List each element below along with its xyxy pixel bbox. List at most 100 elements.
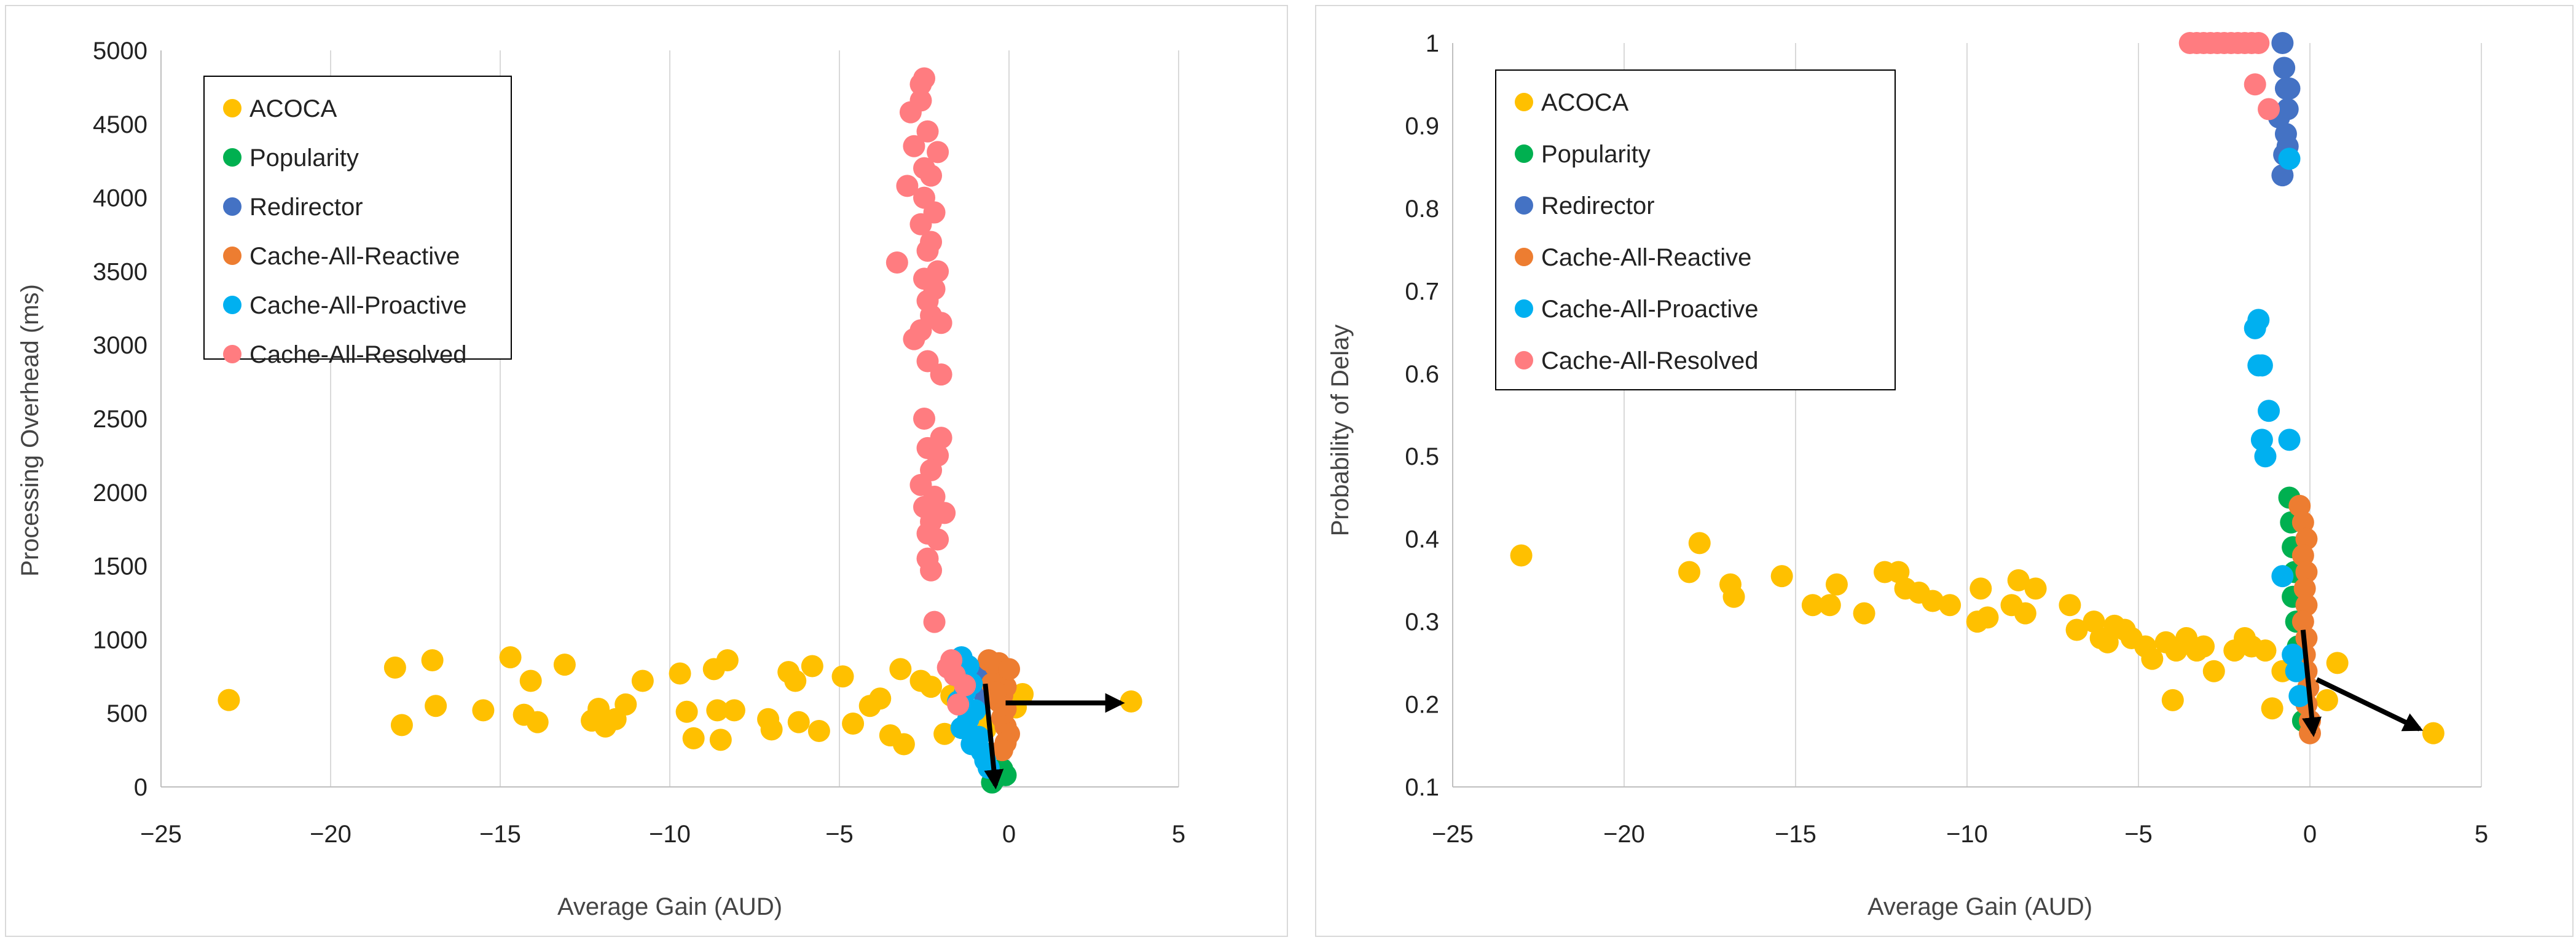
data-point [472,699,495,722]
y-tick-label: 1500 [93,553,147,580]
data-point [947,693,970,716]
y-tick-label: 0.9 [1405,113,1439,140]
y-tick-label: 4000 [93,185,147,212]
data-point [923,610,946,633]
y-tick-label: 4500 [93,111,147,138]
legend-marker [223,197,242,216]
data-point [1120,690,1142,713]
data-point [2326,652,2349,674]
x-tick-label: 0 [1002,821,1016,848]
data-point [909,73,932,96]
data-point [1939,594,1961,617]
legend-label: Cache-All-Reactive [1541,244,1751,271]
legend-marker [1515,144,1533,163]
scatter-chart-probability-of-delay: −25 −20 −15 −10 −5 0 5 0.1 0.2 0.3 0.4 0.5 0.6 0.7 0.8… [1327,30,2488,920]
y-tick-label: 0.5 [1405,443,1439,470]
data-point [682,727,705,749]
data-point [706,699,729,722]
data-point [903,135,925,157]
data-point [787,711,810,733]
legend-marker [223,296,242,314]
data-point [1770,565,1793,588]
data-point [1510,544,1533,567]
data-point [1688,532,1711,555]
data-point [1825,573,1848,596]
data-point [950,717,973,740]
y-tick-label: 500 [106,700,147,727]
data-point [2250,354,2273,377]
data-point [2141,647,2164,670]
data-point [390,714,413,737]
data-point [1853,602,1875,625]
data-point [916,239,939,262]
data-point [425,695,447,717]
data-point [784,669,807,692]
y-tick-label: 2000 [93,480,147,507]
data-point [2291,511,2314,534]
data-point [807,719,830,742]
data-point [2250,429,2273,451]
data-point [2014,602,2036,625]
trend-arrow [2300,630,2322,737]
series-cache-all-resolved [886,67,976,716]
series-acoca [1510,532,2444,744]
data-point [991,739,1013,762]
data-point [954,674,976,697]
data-point [1818,594,1841,617]
y-tick-label: 3000 [93,332,147,359]
data-point [2258,98,2280,120]
y-tick-label: 3500 [93,258,147,285]
data-point [383,656,406,679]
data-point [526,711,549,733]
data-point [869,687,892,710]
legend-marker [1515,248,1533,266]
data-point [2247,32,2270,54]
data-point [831,665,854,688]
data-point [1722,585,1745,608]
x-tick-label: −5 [825,821,854,848]
y-tick-label: 0.1 [1405,774,1439,801]
legend-marker [1515,93,1533,111]
data-point [723,699,745,722]
data-point [889,658,912,681]
x-tick-label: −5 [2124,821,2153,848]
data-point [909,213,932,235]
data-point [2315,689,2338,711]
data-point [669,662,691,685]
data-point [2295,594,2318,617]
legend-box [1495,69,1896,390]
x-axis-label: Average Gain (AUD) [1867,893,2092,920]
data-point [916,350,939,373]
data-point [2422,722,2444,744]
data-point [920,559,943,582]
data-point [998,658,1020,681]
y-tick-label: 1 [1426,30,1439,57]
legend: ACOCA Popularity Redirector Cache-All-React… [203,76,512,368]
data-point [1922,590,1944,612]
data-point [2271,565,2294,588]
data-point [2278,429,2301,451]
data-point [2295,527,2318,550]
data-point [553,654,576,676]
data-point [218,689,240,711]
data-point [1678,561,1701,583]
data-point [886,251,908,274]
legend-label: Cache-All-Resolved [1541,347,1758,374]
y-tick-label: 0.6 [1405,361,1439,388]
data-point [2299,722,2321,744]
data-point [930,312,952,334]
legend-label: Cache-All-Reactive [249,243,460,270]
data-point [2202,660,2225,682]
data-point [920,676,943,698]
legend-label: ACOCA [1541,89,1629,116]
data-point [499,646,522,669]
legend-marker [1515,351,1533,369]
data-point [892,733,915,756]
data-point [2059,594,2081,617]
data-point [709,729,732,751]
series-cache-all-resolved [2178,32,2280,120]
y-tick-label: 2500 [93,406,147,433]
y-axis-label: Probability of Delay [1327,325,1354,537]
y-tick-label: 0.7 [1405,278,1439,305]
data-point [2293,577,2316,600]
